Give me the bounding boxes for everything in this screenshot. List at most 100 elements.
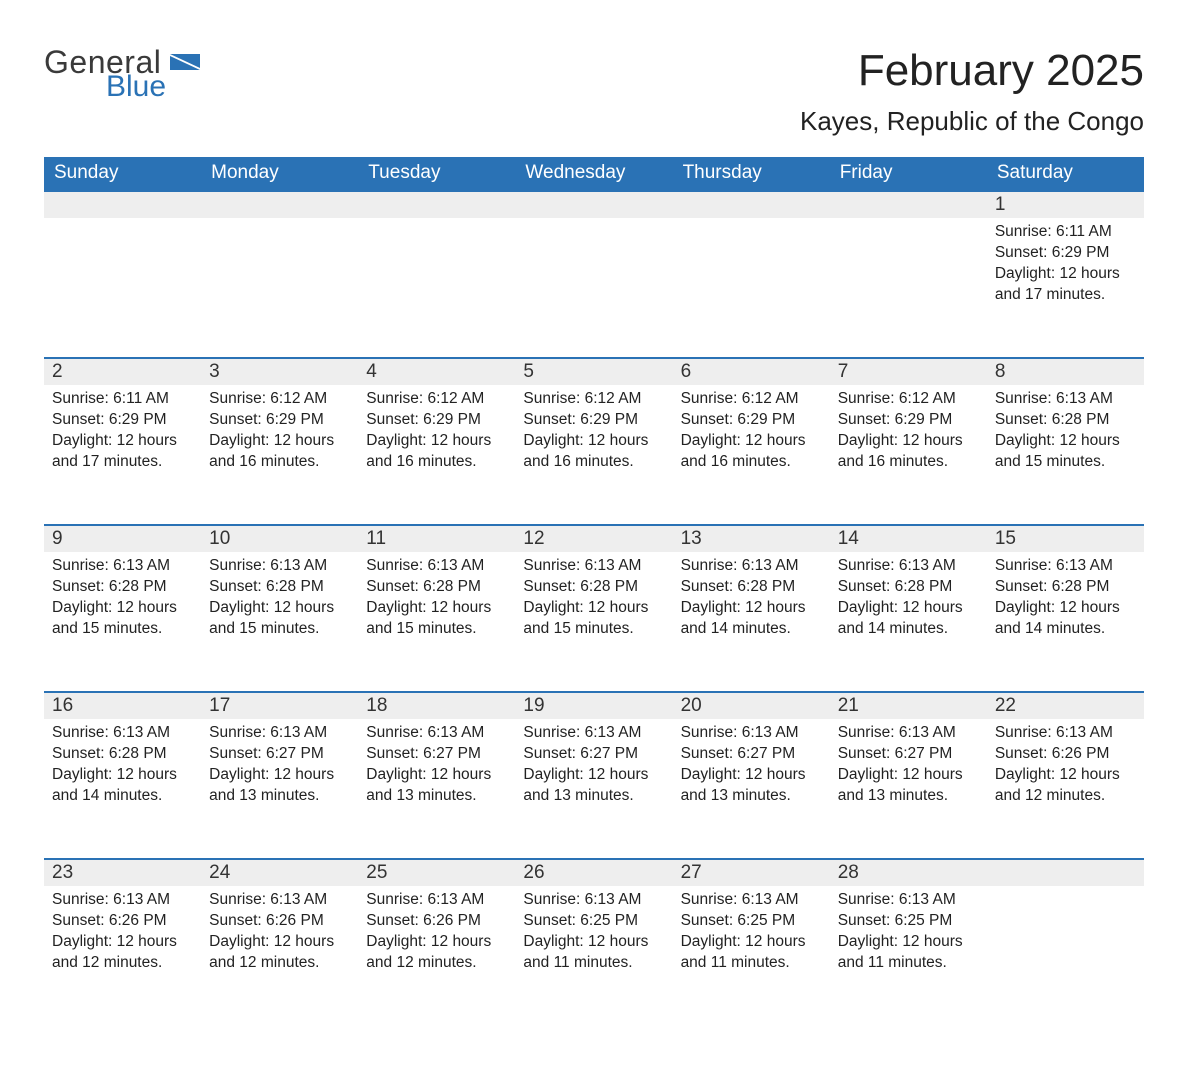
day-data-cell: Sunrise: 6:12 AMSunset: 6:29 PMDaylight:… <box>358 385 515 525</box>
day-data: Sunrise: 6:13 AMSunset: 6:27 PMDaylight:… <box>838 719 979 807</box>
day-data-row: Sunrise: 6:13 AMSunset: 6:28 PMDaylight:… <box>44 719 1144 859</box>
day-number: 13 <box>681 528 702 549</box>
day-data-cell: Sunrise: 6:13 AMSunset: 6:25 PMDaylight:… <box>830 886 987 1026</box>
day-data-cell: Sunrise: 6:13 AMSunset: 6:25 PMDaylight:… <box>673 886 830 1026</box>
day-data-row: Sunrise: 6:13 AMSunset: 6:28 PMDaylight:… <box>44 552 1144 692</box>
day-data: Sunrise: 6:13 AMSunset: 6:27 PMDaylight:… <box>523 719 664 807</box>
day-number-cell: 5 <box>515 358 672 385</box>
day-data-cell: Sunrise: 6:13 AMSunset: 6:26 PMDaylight:… <box>987 719 1144 859</box>
day-data-cell <box>515 218 672 358</box>
day-number-cell: 18 <box>358 692 515 719</box>
day-data: Sunrise: 6:11 AMSunset: 6:29 PMDaylight:… <box>995 218 1136 306</box>
day-data: Sunrise: 6:13 AMSunset: 6:28 PMDaylight:… <box>995 385 1136 473</box>
day-data: Sunrise: 6:13 AMSunset: 6:28 PMDaylight:… <box>838 552 979 640</box>
day-data-row: Sunrise: 6:11 AMSunset: 6:29 PMDaylight:… <box>44 218 1144 358</box>
day-number-cell: 9 <box>44 525 201 552</box>
day-data: Sunrise: 6:13 AMSunset: 6:26 PMDaylight:… <box>366 886 507 974</box>
day-number-cell: 15 <box>987 525 1144 552</box>
day-data-cell: Sunrise: 6:13 AMSunset: 6:26 PMDaylight:… <box>201 886 358 1026</box>
calendar-body: 1Sunrise: 6:11 AMSunset: 6:29 PMDaylight… <box>44 191 1144 1026</box>
logo-text: General Blue <box>44 46 166 102</box>
day-number: 19 <box>523 695 544 716</box>
day-number: 10 <box>209 528 230 549</box>
day-data-cell <box>44 218 201 358</box>
day-data-cell <box>358 218 515 358</box>
calendar-page: General Blue February 2025 Kayes, Republ… <box>0 0 1188 1066</box>
day-number: 17 <box>209 695 230 716</box>
day-data-cell: Sunrise: 6:13 AMSunset: 6:28 PMDaylight:… <box>358 552 515 692</box>
day-number-cell: 28 <box>830 859 987 886</box>
day-data-cell <box>987 886 1144 1026</box>
day-number: 6 <box>681 361 692 382</box>
day-number-cell <box>44 191 201 218</box>
day-number-cell: 10 <box>201 525 358 552</box>
day-data: Sunrise: 6:12 AMSunset: 6:29 PMDaylight:… <box>523 385 664 473</box>
weekday-header: Thursday <box>673 157 830 191</box>
day-number: 12 <box>523 528 544 549</box>
day-number: 4 <box>366 361 377 382</box>
weekday-header-row: Sunday Monday Tuesday Wednesday Thursday… <box>44 157 1144 191</box>
day-number: 22 <box>995 695 1016 716</box>
day-number: 28 <box>838 862 859 883</box>
day-number-row: 16 17 18 19 20 21 22 <box>44 692 1144 719</box>
day-data-cell: Sunrise: 6:11 AMSunset: 6:29 PMDaylight:… <box>44 385 201 525</box>
day-number-cell: 2 <box>44 358 201 385</box>
month-title: February 2025 <box>800 46 1144 96</box>
day-number: 18 <box>366 695 387 716</box>
weekday-header: Monday <box>201 157 358 191</box>
day-number-cell: 20 <box>673 692 830 719</box>
weekday-header: Sunday <box>44 157 201 191</box>
day-number-cell <box>830 191 987 218</box>
day-data: Sunrise: 6:13 AMSunset: 6:25 PMDaylight:… <box>681 886 822 974</box>
day-number-cell: 24 <box>201 859 358 886</box>
day-number-cell <box>515 191 672 218</box>
day-number-cell: 23 <box>44 859 201 886</box>
day-data-cell: Sunrise: 6:13 AMSunset: 6:27 PMDaylight:… <box>673 719 830 859</box>
logo-word-2: Blue <box>106 72 166 102</box>
day-number: 15 <box>995 528 1016 549</box>
day-data: Sunrise: 6:13 AMSunset: 6:25 PMDaylight:… <box>523 886 664 974</box>
day-data-cell: Sunrise: 6:12 AMSunset: 6:29 PMDaylight:… <box>515 385 672 525</box>
day-number: 23 <box>52 862 73 883</box>
day-number: 24 <box>209 862 230 883</box>
title-block: February 2025 Kayes, Republic of the Con… <box>800 46 1144 137</box>
day-data: Sunrise: 6:13 AMSunset: 6:26 PMDaylight:… <box>52 886 193 974</box>
day-number-cell: 19 <box>515 692 672 719</box>
day-data-row: Sunrise: 6:13 AMSunset: 6:26 PMDaylight:… <box>44 886 1144 1026</box>
day-number: 21 <box>838 695 859 716</box>
day-data-cell: Sunrise: 6:12 AMSunset: 6:29 PMDaylight:… <box>673 385 830 525</box>
day-data-cell <box>673 218 830 358</box>
day-number-cell: 16 <box>44 692 201 719</box>
day-number: 20 <box>681 695 702 716</box>
calendar-table: Sunday Monday Tuesday Wednesday Thursday… <box>44 157 1144 1026</box>
day-number: 14 <box>838 528 859 549</box>
day-number-cell: 17 <box>201 692 358 719</box>
day-number-row: 232425262728 <box>44 859 1144 886</box>
day-data-cell: Sunrise: 6:13 AMSunset: 6:25 PMDaylight:… <box>515 886 672 1026</box>
day-data-cell <box>201 218 358 358</box>
day-data-cell: Sunrise: 6:13 AMSunset: 6:28 PMDaylight:… <box>44 719 201 859</box>
day-data-cell: Sunrise: 6:13 AMSunset: 6:28 PMDaylight:… <box>987 552 1144 692</box>
day-data-cell: Sunrise: 6:13 AMSunset: 6:27 PMDaylight:… <box>358 719 515 859</box>
logo: General Blue <box>44 46 210 102</box>
day-number-cell <box>987 859 1144 886</box>
day-data-cell: Sunrise: 6:13 AMSunset: 6:26 PMDaylight:… <box>44 886 201 1026</box>
day-number: 8 <box>995 361 1006 382</box>
day-data-cell: Sunrise: 6:13 AMSunset: 6:28 PMDaylight:… <box>201 552 358 692</box>
day-data-cell: Sunrise: 6:13 AMSunset: 6:27 PMDaylight:… <box>830 719 987 859</box>
day-number: 9 <box>52 528 63 549</box>
day-data: Sunrise: 6:13 AMSunset: 6:28 PMDaylight:… <box>523 552 664 640</box>
logo-flag-icon <box>170 50 210 85</box>
day-data: Sunrise: 6:12 AMSunset: 6:29 PMDaylight:… <box>681 385 822 473</box>
day-data-cell: Sunrise: 6:13 AMSunset: 6:28 PMDaylight:… <box>830 552 987 692</box>
day-number-cell: 13 <box>673 525 830 552</box>
day-data-cell: Sunrise: 6:13 AMSunset: 6:28 PMDaylight:… <box>673 552 830 692</box>
weekday-header: Tuesday <box>358 157 515 191</box>
day-data: Sunrise: 6:12 AMSunset: 6:29 PMDaylight:… <box>209 385 350 473</box>
day-number-cell: 8 <box>987 358 1144 385</box>
day-number-cell: 27 <box>673 859 830 886</box>
day-data-cell: Sunrise: 6:13 AMSunset: 6:27 PMDaylight:… <box>201 719 358 859</box>
day-data-cell: Sunrise: 6:12 AMSunset: 6:29 PMDaylight:… <box>201 385 358 525</box>
day-number: 5 <box>523 361 534 382</box>
day-number-cell: 26 <box>515 859 672 886</box>
